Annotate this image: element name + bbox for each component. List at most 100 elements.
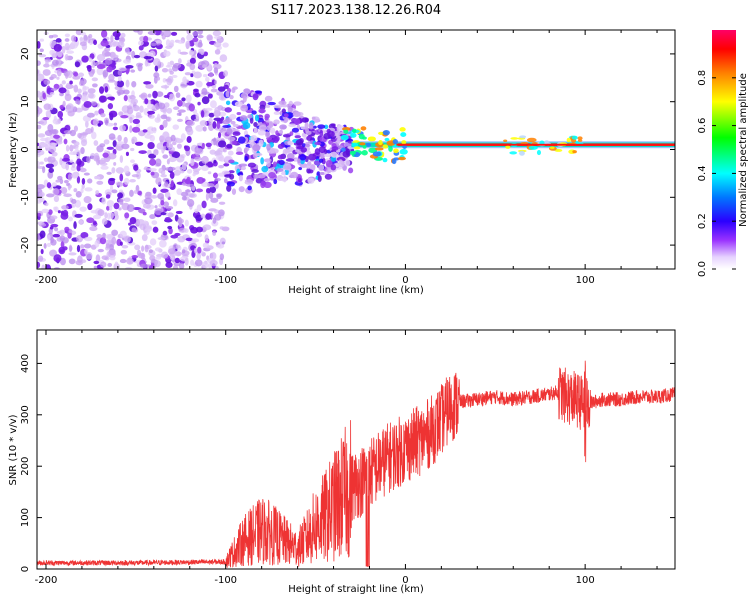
spectrogram-cell	[51, 34, 58, 38]
spectrogram-cell	[78, 220, 84, 225]
spectrogram-cell	[87, 35, 91, 44]
spectrogram-cell	[202, 242, 209, 249]
spectrogram-cell	[132, 207, 142, 211]
spectrogram-cell	[86, 112, 95, 118]
spectrogram-cell	[170, 134, 176, 142]
spectrogram-cell	[69, 80, 73, 85]
spectrogram-cell	[197, 101, 201, 106]
spectrogram-cell	[37, 221, 45, 226]
spectrogram-cell	[307, 169, 314, 174]
spectrogram-cell	[388, 146, 393, 152]
colorbar-gradient	[712, 30, 736, 269]
spectrogram-cell	[194, 147, 201, 156]
colorbar: 0.0 0.2 0.4 0.6 0.8 Normalized spectral ampl…	[697, 30, 749, 277]
spectrogram-cell	[164, 102, 170, 108]
spectrogram-cell	[59, 105, 64, 110]
spectrogram-xlabel: Height of straight line (km)	[288, 285, 424, 296]
spectrogram-cell	[105, 57, 113, 66]
spectrogram-cell	[109, 255, 116, 261]
spectrogram-cell	[37, 107, 43, 115]
spectrogram-cell	[365, 142, 372, 147]
spectrogram-cell	[139, 263, 149, 269]
spectrogram-cell	[100, 162, 108, 166]
spectrogram-cell	[148, 153, 157, 159]
spectrogram-cell	[171, 151, 181, 159]
spectrogram-cell	[208, 71, 214, 78]
spectrogram-cell	[295, 139, 304, 146]
spectrogram-cell	[119, 124, 127, 132]
spectrogram-cell	[130, 147, 135, 152]
spectrogram-cell	[281, 170, 286, 175]
spectrogram-cell	[94, 110, 99, 116]
spectrogram-cell	[60, 240, 65, 249]
spectrogram-cell	[258, 124, 268, 132]
spectrogram-cell	[401, 140, 407, 145]
spectrogram-cell	[148, 114, 155, 119]
spectrogram-cell	[188, 193, 197, 198]
spectrogram-cell	[104, 212, 108, 219]
spectrogram-cell	[222, 42, 229, 48]
spectrogram-cell	[50, 215, 58, 220]
spectrogram-cell	[318, 146, 326, 154]
spectrogram-cell	[279, 124, 287, 130]
spectrogram-cell	[185, 237, 193, 242]
spectrogram-cell	[212, 230, 217, 236]
spectrogram-cell	[273, 119, 280, 125]
spectrogram-cell	[141, 245, 145, 252]
spectrogram-cell	[350, 132, 357, 138]
spectrogram-cell	[134, 244, 141, 251]
spectrogram-cell	[166, 140, 172, 149]
spectrogram-cell	[133, 105, 140, 112]
spectrogram-cell	[58, 87, 67, 94]
spectrogram-cell	[238, 174, 243, 182]
spectrogram-cell	[285, 158, 295, 162]
spectrogram-ytick-label: 20	[20, 48, 31, 61]
spectrogram-cell	[108, 212, 114, 220]
spectrogram-cell	[257, 130, 266, 136]
spectrogram-ylabel: Frequency (Hz)	[8, 112, 19, 188]
spectrogram-cell	[101, 218, 108, 225]
spectrogram-cell	[126, 204, 135, 212]
spectrogram-cell	[204, 107, 213, 111]
snr-ytick-label: 300	[20, 405, 31, 424]
spectrogram-cell	[50, 74, 57, 79]
spectrogram-cell	[213, 159, 217, 164]
spectrogram-cell	[160, 200, 165, 206]
spectrogram-cell	[219, 253, 225, 261]
spectrogram-cell	[64, 53, 69, 61]
spectrogram-cell	[312, 125, 317, 129]
spectrogram-cell	[277, 154, 284, 160]
spectrogram-cell	[169, 39, 175, 45]
spectrogram-cell	[185, 40, 191, 49]
spectrogram-cell	[107, 262, 113, 268]
spectrogram-cell	[176, 99, 183, 107]
spectrogram-cell	[237, 136, 246, 144]
spectrogram-cell	[98, 61, 102, 65]
spectrogram-cell	[91, 77, 99, 82]
spectrogram-cell	[160, 85, 170, 89]
spectrogram-xtick-label: -100	[214, 275, 237, 286]
spectrogram-cell	[55, 179, 60, 183]
spectrogram-cell	[246, 178, 253, 183]
spectrogram-cell	[167, 248, 176, 255]
spectrogram-cell	[192, 168, 200, 172]
spectrogram-cell	[226, 128, 233, 135]
spectrogram-cell	[71, 198, 77, 204]
spectrogram-cell	[74, 61, 81, 68]
spectrogram-cell	[349, 150, 356, 156]
spectrogram-cell	[119, 199, 124, 205]
spectrogram-cell	[168, 156, 177, 163]
spectrogram-cell	[47, 234, 51, 242]
spectrogram-cell	[113, 210, 119, 217]
spectrogram-cell	[273, 178, 278, 185]
spectrogram-cell	[340, 134, 349, 141]
spectrogram-cell	[46, 94, 53, 98]
spectrogram-cell	[172, 265, 179, 269]
spectrogram-cell	[336, 156, 346, 162]
spectrogram-cell	[159, 239, 167, 248]
spectrogram-cell	[162, 78, 167, 83]
spectrogram-cell	[228, 159, 235, 164]
spectrogram-cell	[217, 243, 225, 249]
spectrogram-cell	[181, 249, 186, 254]
spectrogram-cell	[99, 237, 107, 245]
